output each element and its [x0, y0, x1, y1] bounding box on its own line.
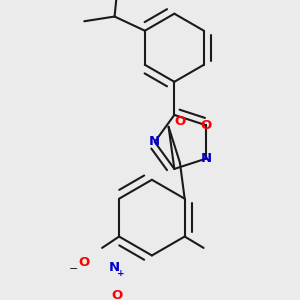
Text: N: N	[109, 261, 120, 274]
Text: O: O	[174, 115, 186, 128]
Text: −: −	[69, 264, 79, 274]
Text: +: +	[117, 269, 125, 278]
Text: N: N	[200, 152, 211, 165]
Text: N: N	[149, 135, 160, 148]
Text: O: O	[79, 256, 90, 269]
Text: O: O	[200, 119, 212, 132]
Text: O: O	[112, 289, 123, 300]
